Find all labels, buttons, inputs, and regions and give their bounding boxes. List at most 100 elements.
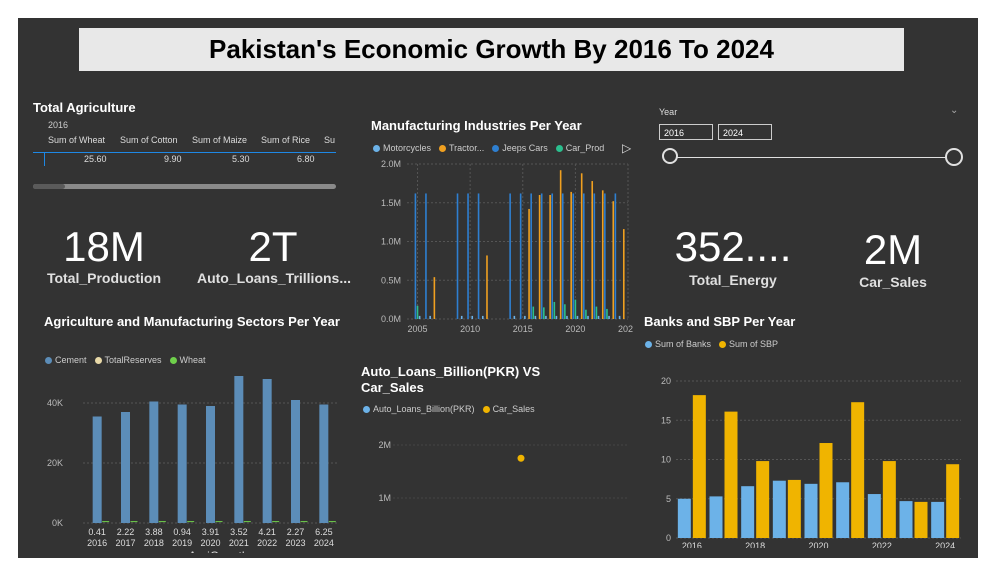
banks-legend-item[interactable]: Sum of Banks bbox=[645, 339, 711, 349]
bar-jeepscars bbox=[414, 193, 417, 319]
bar-motorcycles bbox=[608, 315, 610, 319]
auto-loans-legend-item[interactable]: Car_Sales bbox=[482, 404, 535, 414]
bar-sbp bbox=[724, 411, 738, 538]
y-tick-label: 10 bbox=[661, 455, 671, 465]
auto-loans-chart-title: Auto_Loans_Billion(PKR) VS Car_Sales bbox=[361, 364, 541, 395]
banks-chart: 0510152020162018202020222024Year bbox=[661, 376, 961, 548]
agri-growth-label: 3.52 bbox=[230, 527, 248, 537]
banks-chart-legend: Sum of Banks Sum of SBP bbox=[645, 339, 778, 349]
y-tick-label: 5 bbox=[666, 494, 671, 504]
agri-growth-label: 3.91 bbox=[202, 527, 220, 537]
y-tick-label: 0K bbox=[52, 518, 63, 528]
legend-dot-icon bbox=[439, 144, 447, 152]
slicer-start-input[interactable]: 2016 bbox=[659, 124, 713, 140]
agri-legend-item[interactable]: TotalReserves bbox=[94, 355, 162, 365]
bar-jeepscars bbox=[519, 193, 522, 319]
banks-legend-item[interactable]: Sum of SBP bbox=[719, 339, 778, 349]
bar-cement bbox=[149, 401, 159, 523]
auto-loans-chart: 0M1M2M bbox=[378, 440, 628, 503]
manufacturing-legend-item[interactable]: Motorcycles bbox=[373, 143, 431, 153]
bar-jeepscars bbox=[467, 193, 469, 319]
manufacturing-legend-item[interactable]: Car_Prod bbox=[555, 143, 604, 153]
legend-dot-icon bbox=[363, 405, 370, 413]
bar-carprod bbox=[553, 301, 556, 319]
title-banner: Pakistan's Economic Growth By 2016 To 20… bbox=[79, 28, 904, 71]
bar-banks bbox=[931, 501, 945, 538]
bar-motorcycles bbox=[481, 315, 484, 319]
bar-motorcycles bbox=[545, 315, 547, 319]
bar-tractor bbox=[612, 201, 615, 319]
agri-legend-item[interactable]: Cement bbox=[45, 355, 87, 365]
slicer-label: Year bbox=[659, 107, 678, 117]
agri-growth-label: 0.41 bbox=[88, 527, 106, 537]
slicer-track[interactable] bbox=[671, 157, 954, 158]
manufacturing-chart: 0.0M 0.5M 1.0M 1.5M 2.0M 2005 2010 2015 2020 2025 bbox=[381, 159, 633, 334]
bar-motorcycles bbox=[587, 315, 589, 319]
slicer-end-handle[interactable] bbox=[945, 148, 963, 166]
y-tick-label: 1M bbox=[378, 493, 391, 503]
bar-carprod bbox=[543, 307, 545, 319]
x-tick-label: 2005 bbox=[408, 324, 428, 334]
bar-banks bbox=[836, 482, 850, 538]
bar-jeepscars bbox=[593, 193, 596, 319]
agri-table-header-maize: Sum of Maize bbox=[192, 135, 248, 145]
bar-banks bbox=[867, 494, 881, 538]
bar-sbp bbox=[946, 464, 960, 538]
legend-dot-icon bbox=[482, 405, 490, 413]
bar-jeepscars bbox=[540, 193, 543, 319]
legend-dot-icon bbox=[645, 340, 652, 348]
agri-table-scrollbar[interactable] bbox=[33, 184, 336, 189]
bar-wheat bbox=[328, 521, 336, 523]
x-tick-label: 2023 bbox=[285, 538, 305, 548]
x-tick-label: 2016 bbox=[682, 541, 702, 548]
x-tick-label: 2025 bbox=[618, 324, 633, 334]
bar-carprod bbox=[574, 299, 577, 319]
bar-motorcycles bbox=[576, 315, 579, 319]
x-tick-label: 2020 bbox=[808, 541, 828, 548]
bar-wheat bbox=[215, 521, 223, 523]
legend-dot-icon bbox=[373, 144, 380, 152]
x-tick-label: 2022 bbox=[257, 538, 277, 548]
bar-tractor bbox=[486, 255, 488, 319]
legend-label: Auto_Loans_Billion(PKR) bbox=[373, 404, 475, 414]
card-car-sales-label: Car_Sales bbox=[859, 274, 927, 290]
bar-jeepscars bbox=[477, 193, 480, 319]
agri-table-title: Total Agriculture bbox=[33, 100, 136, 115]
slicer-start-handle[interactable] bbox=[662, 148, 678, 164]
agri-table-scroll-thumb[interactable] bbox=[33, 184, 65, 189]
y-tick-label: 0.5M bbox=[381, 275, 401, 285]
bar-motorcycles bbox=[513, 315, 516, 319]
bar-carprod bbox=[585, 309, 587, 319]
legend-dot-icon bbox=[45, 356, 52, 364]
bar-sbp bbox=[851, 402, 865, 538]
bar-tractor bbox=[559, 170, 562, 319]
bar-motorcycles bbox=[524, 315, 526, 319]
agri-growth-label: 6.25 bbox=[315, 527, 333, 537]
point-carsales bbox=[517, 454, 525, 462]
agri-table-header-more: Su bbox=[324, 135, 336, 145]
agri-legend-item[interactable]: Wheat bbox=[169, 355, 206, 365]
bar-carprod bbox=[416, 305, 419, 319]
bar-cement bbox=[92, 416, 102, 523]
y-tick-label: 1.5M bbox=[381, 198, 401, 208]
legend-next-icon[interactable]: ▷ bbox=[622, 141, 632, 155]
bar-motorcycles bbox=[555, 315, 558, 319]
y-tick-label: 20K bbox=[47, 458, 63, 468]
legend-dot-icon bbox=[492, 144, 500, 152]
bar-carprod bbox=[564, 304, 566, 319]
y-tick-label: 15 bbox=[661, 415, 671, 425]
legend-label: Sum of Banks bbox=[655, 339, 712, 349]
slicer-end-input[interactable]: 2024 bbox=[718, 124, 772, 140]
x-tick-label: 2022 bbox=[872, 541, 892, 548]
manufacturing-legend-item[interactable]: Tractor... bbox=[439, 143, 484, 153]
slicer-chevron-down-icon[interactable]: ⌄ bbox=[950, 105, 959, 116]
legend-label: TotalReserves bbox=[104, 355, 162, 365]
manufacturing-legend-item[interactable]: Jeeps Cars bbox=[492, 143, 548, 153]
agri-chart-legend: Cement TotalReserves Wheat bbox=[45, 355, 206, 365]
bar-tractor bbox=[549, 195, 551, 319]
auto-loans-legend-item[interactable]: Auto_Loans_Billion(PKR) bbox=[363, 404, 475, 414]
bar-jeepscars bbox=[583, 193, 585, 319]
bar-banks bbox=[772, 480, 786, 538]
agri-table-value-maize: 5.30 bbox=[232, 154, 250, 164]
